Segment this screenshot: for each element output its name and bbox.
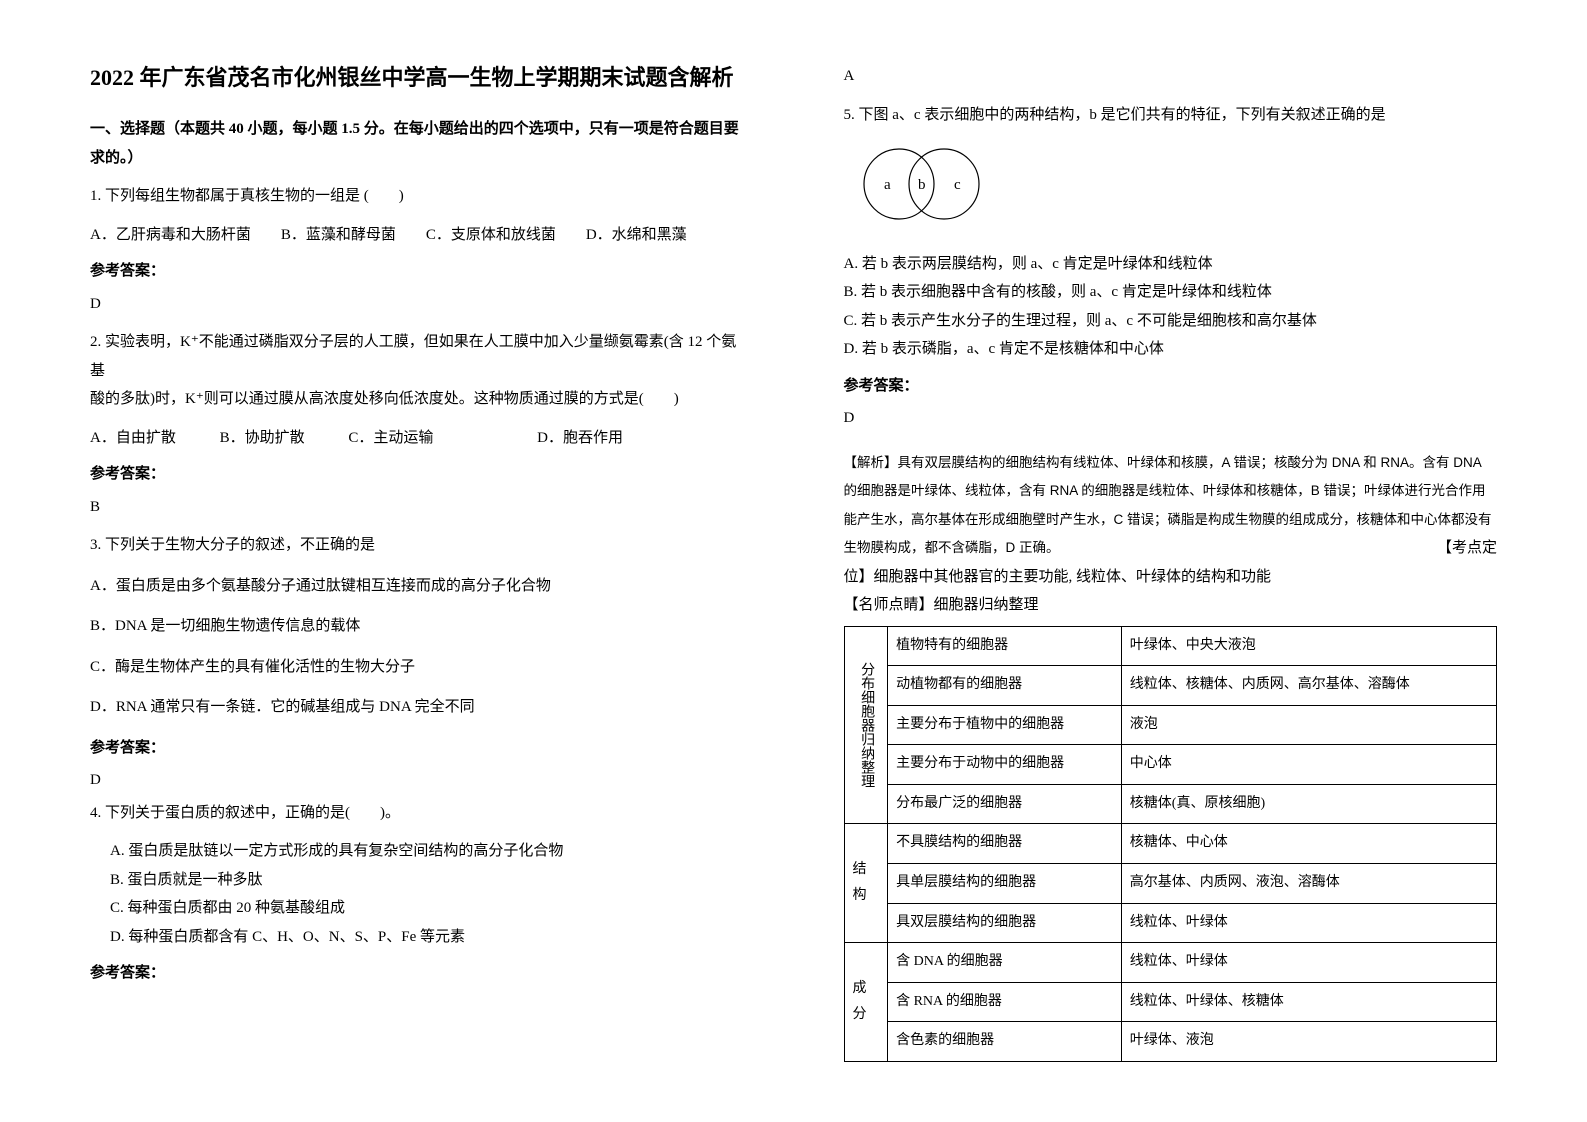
q2-optB: B．协助扩散 <box>220 424 305 453</box>
q5-options: A. 若 b 表示两层膜结构，则 a、c 肯定是叶绿体和线粒体 B. 若 b 表… <box>844 250 1498 364</box>
table-row: 成分 含 DNA 的细胞器 线粒体、叶绿体 <box>844 943 1497 983</box>
q4-optB: B. 蛋白质就是一种多肽 <box>110 866 744 895</box>
cell: 动植物都有的细胞器 <box>888 666 1122 706</box>
group2-head: 结构 <box>844 824 888 943</box>
table-row: 分布细胞器归纳整理 植物特有的细胞器 叶绿体、中央大液泡 <box>844 626 1497 666</box>
q5-optB: B. 若 b 表示细胞器中含有的核酸，则 a、c 肯定是叶绿体和线粒体 <box>844 278 1498 307</box>
cell: 中心体 <box>1121 745 1496 785</box>
table-row: 含 RNA 的细胞器 线粒体、叶绿体、核糖体 <box>844 982 1497 1022</box>
q5-optD: D. 若 b 表示磷脂，a、c 肯定不是核糖体和中心体 <box>844 335 1498 364</box>
q5-tip: 【名师点睛】细胞器归纳整理 <box>844 591 1498 620</box>
q5-answer-label: 参考答案： <box>844 372 1498 401</box>
q4-options: A. 蛋白质是肽链以一定方式形成的具有复杂空间结构的高分子化合物 B. 蛋白质就… <box>90 837 744 951</box>
cell: 叶绿体、中央大液泡 <box>1121 626 1496 666</box>
organelle-table: 分布细胞器归纳整理 植物特有的细胞器 叶绿体、中央大液泡 动植物都有的细胞器 线… <box>844 626 1498 1063</box>
q2-optD: D．胞吞作用 <box>537 424 623 453</box>
q1-stem: 1. 下列每组生物都属于真核生物的一组是 ( ) <box>90 182 744 211</box>
venn-diagram: a b c <box>844 139 1498 240</box>
cell: 叶绿体、液泡 <box>1121 1022 1496 1062</box>
q1-options: A．乙肝病毒和大肠杆菌 B．蓝藻和酵母菌 C．支原体和放线菌 D．水绵和黑藻 <box>90 221 744 250</box>
cell: 线粒体、叶绿体 <box>1121 943 1496 983</box>
cell: 核糖体(真、原核细胞) <box>1121 784 1496 824</box>
q2-answer: B <box>90 493 744 522</box>
q3-optB: B．DNA 是一切细胞生物遗传信息的载体 <box>90 612 744 641</box>
q5-answer: D <box>844 404 1498 433</box>
table-row: 动植物都有的细胞器 线粒体、核糖体、内质网、高尔基体、溶酶体 <box>844 666 1497 706</box>
question-4: 4. 下列关于蛋白质的叙述中，正确的是( )。 <box>90 799 744 828</box>
q5-analysis: 【解析】具有双层膜结构的细胞结构有线粒体、叶绿体和核膜，A 错误；核酸分为 DN… <box>844 455 1492 556</box>
cell: 不具膜结构的细胞器 <box>888 824 1122 864</box>
cell: 含色素的细胞器 <box>888 1022 1122 1062</box>
left-column: 2022 年广东省茂名市化州银丝中学高一生物上学期期末试题含解析 一、选择题（本… <box>40 60 794 1062</box>
q3-answer: D <box>90 766 744 795</box>
section-heading: 一、选择题（本题共 40 小题，每小题 1.5 分。在每小题给出的四个选项中，只… <box>90 115 744 172</box>
question-2: 2. 实验表明，K⁺不能通过磷脂双分子层的人工膜，但如果在人工膜中加入少量缬氨霉… <box>90 328 744 414</box>
cell: 植物特有的细胞器 <box>888 626 1122 666</box>
cell: 线粒体、叶绿体 <box>1121 903 1496 943</box>
question-3: 3. 下列关于生物大分子的叙述，不正确的是 <box>90 531 744 560</box>
table-row: 主要分布于植物中的细胞器 液泡 <box>844 705 1497 745</box>
group3-head: 成分 <box>844 943 888 1062</box>
cell: 具单层膜结构的细胞器 <box>888 864 1122 904</box>
q2-options: A．自由扩散 B．协助扩散 C．主动运输 D．胞吞作用 <box>90 424 744 453</box>
venn-c: c <box>954 177 961 193</box>
q4-optA: A. 蛋白质是肽链以一定方式形成的具有复杂空间结构的高分子化合物 <box>110 837 744 866</box>
cell: 高尔基体、内质网、液泡、溶酶体 <box>1121 864 1496 904</box>
q4-optC: C. 每种蛋白质都由 20 种氨基酸组成 <box>110 894 744 923</box>
venn-a: a <box>884 177 891 193</box>
cell: 线粒体、叶绿体、核糖体 <box>1121 982 1496 1022</box>
q2-answer-label: 参考答案： <box>90 460 744 489</box>
q2-optC: C．主动运输 <box>348 424 433 453</box>
q1-answer: D <box>90 290 744 319</box>
question-1: 1. 下列每组生物都属于真核生物的一组是 ( ) <box>90 182 744 211</box>
q3-options: A．蛋白质是由多个氨基酸分子通过肽键相互连接而成的高分子化合物 B．DNA 是一… <box>90 572 744 722</box>
q5-locate-b: 位】细胞器中其他器官的主要功能, 线粒体、叶绿体的结构和功能 <box>844 563 1498 592</box>
q5-analysis-block: 【解析】具有双层膜结构的细胞结构有线粒体、叶绿体和核膜，A 错误；核酸分为 DN… <box>844 449 1498 563</box>
q3-optA: A．蛋白质是由多个氨基酸分子通过肽键相互连接而成的高分子化合物 <box>90 572 744 601</box>
table-row: 具双层膜结构的细胞器 线粒体、叶绿体 <box>844 903 1497 943</box>
table-row: 结构 不具膜结构的细胞器 核糖体、中心体 <box>844 824 1497 864</box>
q2-optA: A．自由扩散 <box>90 424 176 453</box>
cell: 含 DNA 的细胞器 <box>888 943 1122 983</box>
table-row: 分布最广泛的细胞器 核糖体(真、原核细胞) <box>844 784 1497 824</box>
q3-optC: C．酶是生物体产生的具有催化活性的生物大分子 <box>90 653 744 682</box>
cell: 分布最广泛的细胞器 <box>888 784 1122 824</box>
q4-answer-label: 参考答案： <box>90 959 744 988</box>
q2-stem-b: 酸的多肽)时，K⁺则可以通过膜从高浓度处移向低浓度处。这种物质通过膜的方式是( … <box>90 385 744 414</box>
cell: 核糖体、中心体 <box>1121 824 1496 864</box>
q4-optD: D. 每种蛋白质都含有 C、H、O、N、S、P、Fe 等元素 <box>110 923 744 952</box>
cell: 液泡 <box>1121 705 1496 745</box>
q1-answer-label: 参考答案： <box>90 257 744 286</box>
group1-head: 分布细胞器归纳整理 <box>844 626 888 824</box>
table-row: 含色素的细胞器 叶绿体、液泡 <box>844 1022 1497 1062</box>
question-5: 5. 下图 a、c 表示细胞中的两种结构，b 是它们共有的特征，下列有关叙述正确… <box>844 101 1498 130</box>
q3-answer-label: 参考答案： <box>90 734 744 763</box>
q5-optA: A. 若 b 表示两层膜结构，则 a、c 肯定是叶绿体和线粒体 <box>844 250 1498 279</box>
venn-b: b <box>918 177 926 193</box>
q5-locate-a: 【考点定 <box>1437 534 1497 563</box>
q3-optD: D．RNA 通常只有一条链．它的碱基组成与 DNA 完全不同 <box>90 693 744 722</box>
q4-answer: A <box>844 62 1498 91</box>
cell: 线粒体、核糖体、内质网、高尔基体、溶酶体 <box>1121 666 1496 706</box>
q3-stem: 3. 下列关于生物大分子的叙述，不正确的是 <box>90 531 744 560</box>
cell: 主要分布于动物中的细胞器 <box>888 745 1122 785</box>
q2-stem-a: 2. 实验表明，K⁺不能通过磷脂双分子层的人工膜，但如果在人工膜中加入少量缬氨霉… <box>90 328 744 385</box>
q4-stem: 4. 下列关于蛋白质的叙述中，正确的是( )。 <box>90 799 744 828</box>
cell: 具双层膜结构的细胞器 <box>888 903 1122 943</box>
table-row: 具单层膜结构的细胞器 高尔基体、内质网、液泡、溶酶体 <box>844 864 1497 904</box>
table-row: 主要分布于动物中的细胞器 中心体 <box>844 745 1497 785</box>
q5-optC: C. 若 b 表示产生水分子的生理过程，则 a、c 不可能是细胞核和高尔基体 <box>844 307 1498 336</box>
cell: 主要分布于植物中的细胞器 <box>888 705 1122 745</box>
cell: 含 RNA 的细胞器 <box>888 982 1122 1022</box>
page-title: 2022 年广东省茂名市化州银丝中学高一生物上学期期末试题含解析 <box>90 60 744 95</box>
q5-stem: 5. 下图 a、c 表示细胞中的两种结构，b 是它们共有的特征，下列有关叙述正确… <box>844 101 1498 130</box>
right-column: A 5. 下图 a、c 表示细胞中的两种结构，b 是它们共有的特征，下列有关叙述… <box>794 60 1548 1062</box>
